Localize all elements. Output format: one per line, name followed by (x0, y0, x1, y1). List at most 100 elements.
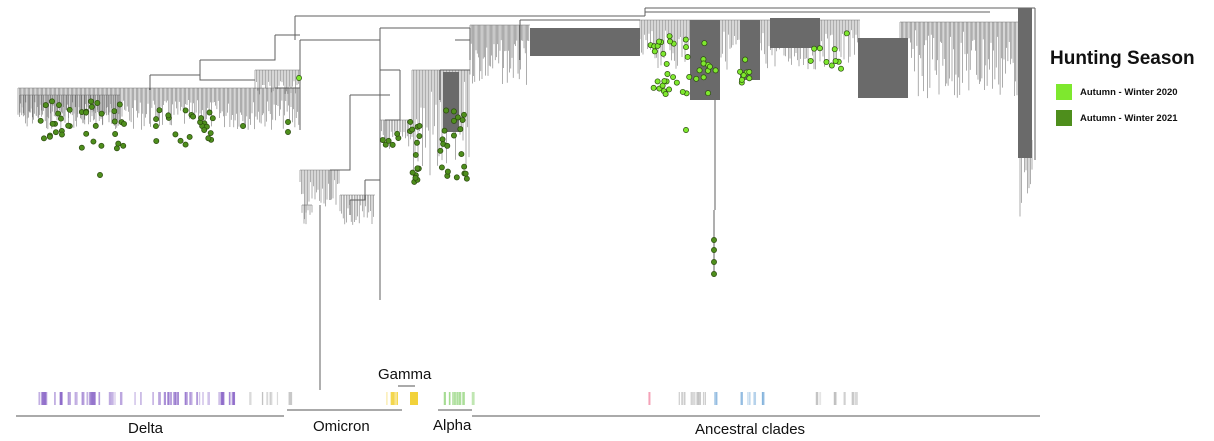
delta-sample-tip (49, 120, 56, 127)
delta-sample-tip (42, 102, 49, 109)
legend-label-2021: Autumn - Winter 2021 (1080, 112, 1178, 124)
legend-swatch-2021 (1056, 110, 1072, 126)
ancestral-dense-block-c (740, 20, 760, 80)
delta-sample-tip (116, 101, 123, 108)
delta-lineage-strip (91, 392, 93, 405)
delta-sample-tip (201, 127, 208, 133)
delta-lineage-strip (218, 392, 220, 405)
delta-sample-tip (182, 141, 189, 148)
clade-label-gamma: Gamma (378, 366, 432, 383)
delta-lineage-strip (140, 392, 142, 405)
legend-swatch-2020 (1056, 84, 1072, 100)
delta-lineage-strip (42, 392, 46, 405)
delta-lineage-strip (198, 392, 201, 405)
ancestral-lineage-strip (747, 392, 749, 405)
ancestral-sample-tip (682, 36, 689, 43)
delta-lineage-strip (74, 392, 76, 405)
ancestral-sample-tip (706, 63, 713, 70)
tree-clades (17, 8, 1033, 225)
delta-lineage-strip (196, 392, 198, 405)
ancestral-sample-tip (673, 79, 680, 86)
ancestral-sample-tip (816, 45, 823, 52)
alpha-sample-tip (444, 168, 451, 175)
sample-tips (37, 30, 850, 277)
alpha-dense-block (443, 72, 459, 132)
alpha-sample-tip (463, 175, 470, 182)
delta-lineage-strip (221, 392, 225, 405)
delta-sample-tip (49, 98, 56, 105)
phylogenetic-tree (16, 7, 1040, 417)
ancestral-sample-tip (843, 30, 850, 37)
delta-lineage-strip (202, 392, 204, 405)
delta-lineage-strip (89, 392, 91, 405)
clade-label-ancestral: Ancestral clades (695, 421, 806, 438)
delta-sample-tip (94, 100, 101, 106)
ancestral-sample-tip (738, 76, 745, 83)
delta-lineage-strip (184, 392, 186, 405)
legend-label-2020: Autumn - Winter 2020 (1080, 86, 1178, 98)
alpha-sample-tip (458, 151, 465, 158)
delta-lineage-strip (134, 392, 136, 405)
delta-lineage-strip (98, 392, 100, 405)
lineage-color-strips (38, 392, 858, 405)
delta-lineage-strip (81, 392, 85, 405)
omicron-fan-c (301, 204, 313, 225)
delta-lineage-strip (266, 392, 269, 405)
alpha-sample-tip (441, 127, 448, 134)
omicron-fan-a (299, 169, 340, 220)
alpha-lineage-strip (452, 392, 455, 405)
delta-sample-tip (98, 110, 105, 117)
delta-sample-tip (156, 107, 163, 114)
delta-lineage-strip (221, 392, 223, 405)
ancestral-sample-tip (746, 69, 753, 75)
delta-sample-tip (153, 116, 160, 123)
ancestral-sample-tip (711, 237, 717, 243)
gamma-lineage-strip (394, 392, 397, 405)
ancestral-lineage-strip (704, 392, 706, 405)
delta-lineage-strip (189, 392, 192, 405)
ancestral-lineage-strip (748, 392, 751, 405)
delta-sample-tip (111, 108, 118, 115)
delta-sample-tip (206, 109, 213, 116)
delta-lineage-strip (228, 392, 232, 405)
gamma-lineage-strip (386, 392, 388, 405)
delta-lineage-strip (228, 392, 231, 405)
ancestral-sample-tip (696, 67, 703, 74)
ancestral-sample-tip (701, 40, 708, 47)
delta-lineage-strip (232, 392, 236, 405)
ancestral-sample-tip (662, 91, 669, 98)
delta-lineage-strip (173, 392, 176, 405)
alpha-sample-tip (416, 122, 423, 129)
ancestral-lineage-strip (691, 392, 694, 405)
ancestral-fan-c (899, 21, 1031, 99)
clade-label-delta: Delta (128, 420, 164, 437)
ancestral-lineage-strip (678, 392, 680, 405)
alpha-sample-tip (459, 117, 466, 123)
delta-lineage-strip (67, 392, 69, 405)
gamma-sample-tip (379, 137, 386, 143)
ancestral-sample-tip (823, 59, 830, 65)
ancestral-lineage-strip (695, 392, 697, 405)
delta-lineage-strip (75, 392, 78, 405)
delta-sample-tip (165, 112, 172, 119)
delta-lineage-strip (169, 392, 173, 405)
delta-sample-tip (153, 138, 160, 144)
ancestral-lineage-strip (834, 392, 838, 405)
ancestral-sample-tip (811, 45, 818, 52)
gamma-lineage-strip (410, 392, 418, 405)
delta-sample-tip (120, 142, 127, 149)
omicron-fan-b (339, 194, 375, 225)
ancestral-sample-tip (663, 60, 670, 67)
gamma-lineage-strip (390, 392, 394, 405)
gamma-lineage-strip (390, 392, 392, 405)
delta-sample-tip (285, 129, 291, 135)
ancestral-sample-tip (666, 86, 673, 93)
alpha-lineage-strip (471, 392, 475, 405)
delta-lineage-strip (111, 392, 114, 405)
ancestral-lineage-strip (753, 392, 757, 405)
ancestral-sample-tip (667, 38, 673, 45)
delta-sample-tip (41, 135, 47, 142)
delta-lineage-strip (92, 392, 96, 405)
ancestral-sample-tip (831, 46, 838, 53)
delta-sample-tip (78, 144, 85, 151)
